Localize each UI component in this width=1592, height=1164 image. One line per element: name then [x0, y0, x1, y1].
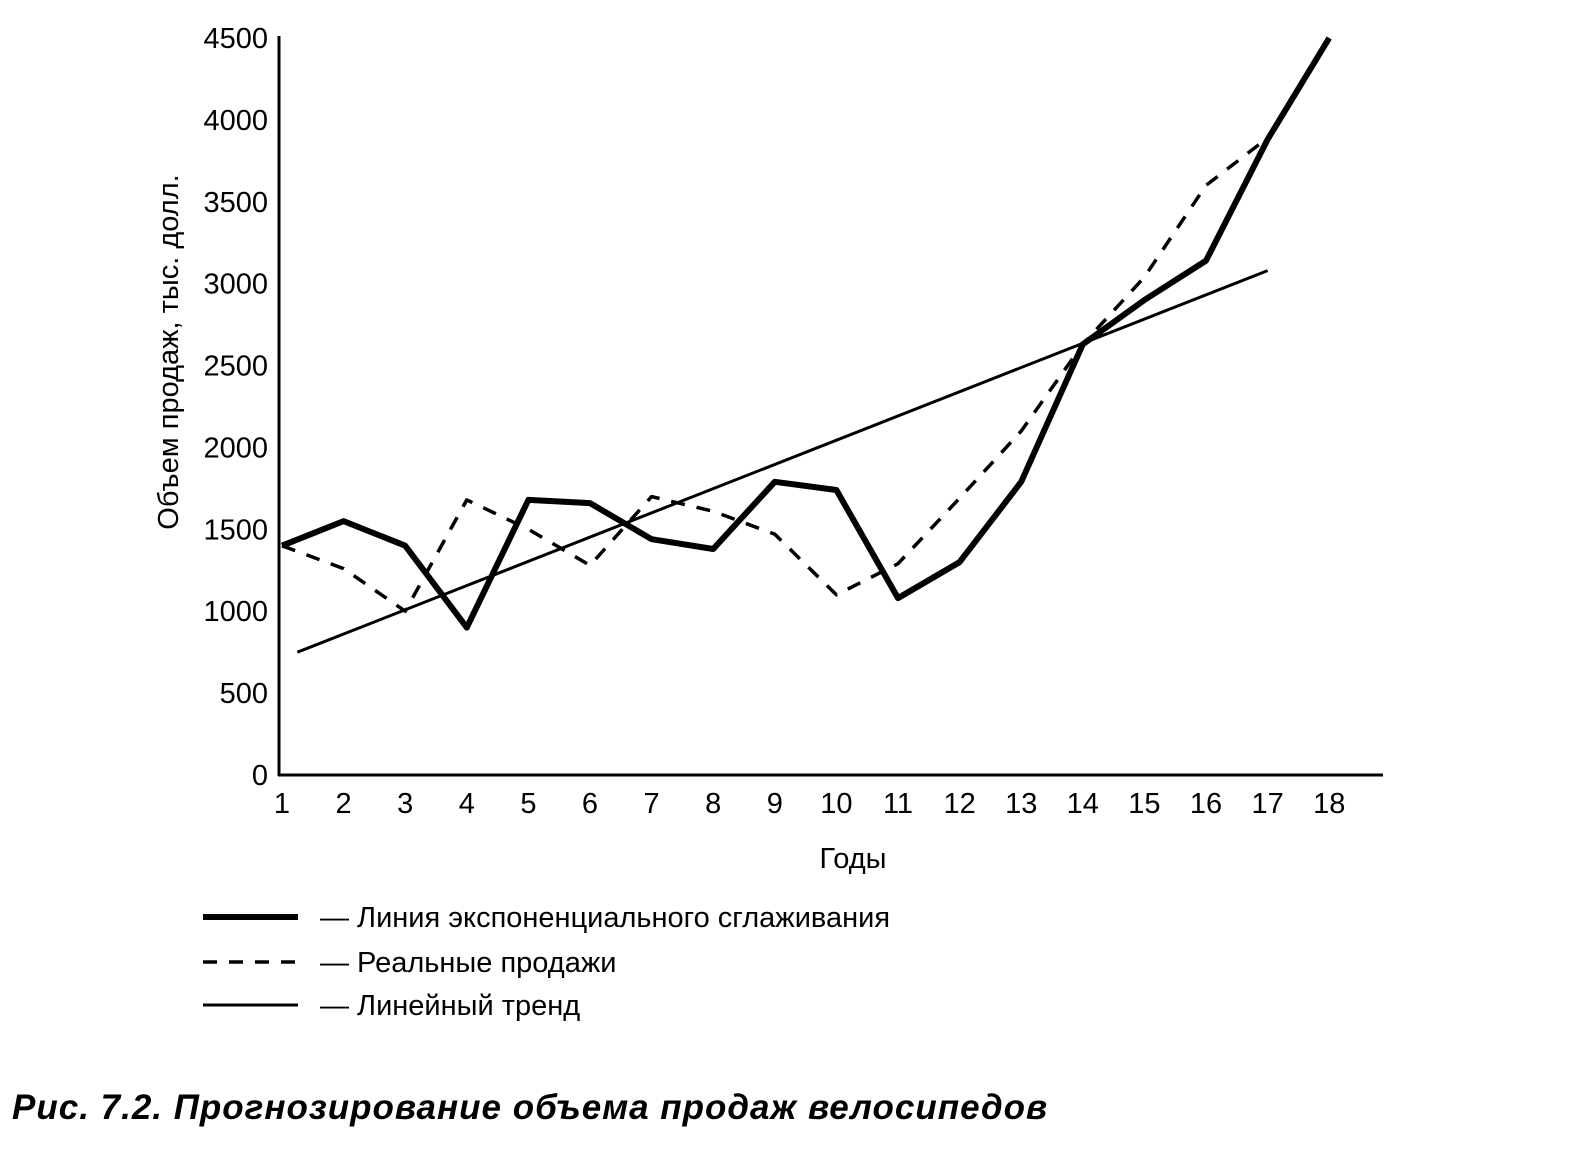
x-tick-label: 15: [1128, 788, 1160, 820]
y-axis-label: Объем продаж, тыс. долл.: [153, 174, 185, 529]
y-tick-label: 500: [220, 678, 268, 710]
x-axis-label: Годы: [819, 843, 886, 875]
y-tick-label: 4000: [203, 105, 268, 137]
x-tick-label: 14: [1067, 788, 1099, 820]
y-tick-label: 0: [252, 760, 268, 792]
x-tick-label: 11: [883, 788, 913, 820]
x-tick-label: 7: [644, 788, 660, 820]
x-tick-label: 17: [1251, 788, 1283, 820]
y-tick-label: 1500: [203, 514, 268, 546]
legend-label: — Реальные продажи: [320, 947, 616, 979]
x-tick-label: 6: [582, 788, 598, 820]
x-tick-label: 12: [943, 788, 975, 820]
x-tick-label: 2: [336, 788, 352, 820]
x-tick-label: 8: [705, 788, 721, 820]
series-line-dashed: [281, 136, 1269, 613]
y-tick-label: 4500: [203, 23, 268, 55]
y-tick-label: 3000: [203, 269, 268, 301]
series-line-thin: [296, 269, 1269, 654]
series-line-thick: [280, 36, 1332, 631]
y-tick-label: 2500: [203, 351, 268, 383]
legend: — Линия экспоненциального сглаживания — Р…: [203, 902, 890, 1022]
figure-caption: Рис. 7.2. Прогнозирование объема продаж …: [12, 1088, 1049, 1127]
x-tick-label: 16: [1190, 788, 1222, 820]
x-tick-label: 3: [397, 788, 413, 820]
legend-label: — Линия экспоненциального сглаживания: [320, 902, 890, 934]
x-tick-label: 10: [820, 788, 852, 820]
x-tick-label: 9: [767, 788, 783, 820]
y-tick-label: 3500: [203, 187, 268, 219]
legend-label: — Линейный тренд: [320, 990, 580, 1022]
x-tick-label: 13: [1005, 788, 1037, 820]
x-tick-label: 5: [520, 788, 536, 820]
x-tick-label: 4: [459, 788, 475, 820]
y-tick-label: 2000: [203, 432, 268, 464]
y-tick-label: 1000: [203, 596, 268, 628]
x-tick-label: 18: [1313, 788, 1345, 820]
x-tick-label: 1: [274, 788, 290, 820]
